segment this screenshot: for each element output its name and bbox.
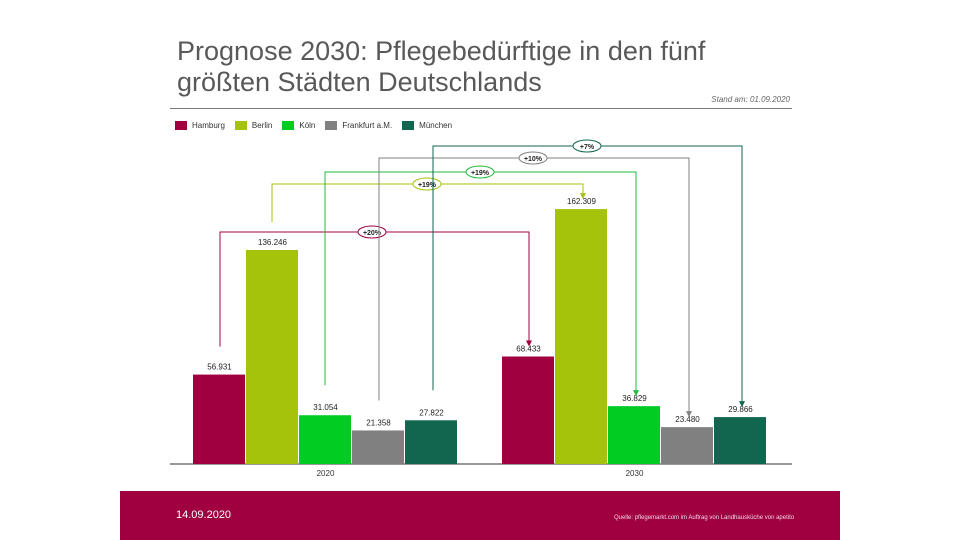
legend-label: München xyxy=(419,121,453,130)
legend-item: München xyxy=(402,121,452,130)
bar xyxy=(714,417,766,464)
legend-label: Köln xyxy=(299,121,316,130)
legend-swatch xyxy=(175,121,187,130)
x-tick-label: 2030 xyxy=(626,469,644,478)
bar xyxy=(405,420,457,464)
legend-label: Berlin xyxy=(251,121,273,130)
change-badge xyxy=(572,139,602,153)
change-label: +20% xyxy=(363,230,382,237)
arrowhead xyxy=(686,411,692,418)
change-label: +10% xyxy=(524,156,543,163)
data-label: 31.054 xyxy=(313,403,338,412)
data-label: 68.433 xyxy=(516,345,541,354)
footer: 14.09.2020 Quelle: pflegemarkt.com im Au… xyxy=(120,491,840,540)
footer-source: Quelle: pflegemarkt.com im Auftrag von L… xyxy=(614,515,795,521)
bar xyxy=(193,374,245,464)
bar xyxy=(352,430,404,464)
title-divider xyxy=(170,108,792,109)
change-badge xyxy=(412,177,442,191)
legend: Hamburg Berlin Köln Frankfurt a.M. München xyxy=(175,121,452,130)
legend-swatch xyxy=(402,121,415,130)
data-label: 21.358 xyxy=(366,418,391,427)
change-badge xyxy=(518,151,548,165)
legend-item: Frankfurt a.M. xyxy=(325,121,392,130)
footer-date: 14.09.2020 xyxy=(176,509,232,521)
legend-label: Frankfurt a.M. xyxy=(342,121,393,130)
data-label: 136.246 xyxy=(258,238,287,247)
bar xyxy=(555,209,607,464)
chart-subtitle: Stand am: 01.09.2020 xyxy=(711,95,790,104)
chart-title: Prognose 2030: Pflegebedürftige in den f… xyxy=(177,36,706,97)
change-label: +7% xyxy=(580,144,595,151)
arrowhead xyxy=(526,340,532,347)
change-label: +19% xyxy=(471,170,490,177)
arrowhead xyxy=(580,193,586,200)
change-badge xyxy=(465,165,495,179)
arrowhead xyxy=(739,401,745,408)
change-label: +19% xyxy=(418,182,437,189)
legend-label: Hamburg xyxy=(192,121,225,130)
data-label: 27.822 xyxy=(419,408,444,417)
x-tick-label: 2020 xyxy=(317,469,335,478)
bar xyxy=(246,250,298,464)
data-label: 29.866 xyxy=(728,405,753,414)
data-label: 56.931 xyxy=(207,363,232,372)
data-label: 23.480 xyxy=(675,415,700,424)
data-label: 36.829 xyxy=(622,394,647,403)
bar xyxy=(608,406,660,464)
data-label: 162.309 xyxy=(567,197,596,206)
bar xyxy=(502,356,554,464)
arrowhead xyxy=(633,390,639,397)
bar xyxy=(299,415,351,464)
legend-item: Berlin xyxy=(234,121,273,130)
legend-item: Hamburg xyxy=(175,121,225,130)
legend-swatch xyxy=(234,121,247,130)
bar xyxy=(661,427,713,464)
legend-swatch xyxy=(325,121,338,130)
legend-item: Köln xyxy=(282,121,315,130)
legend-swatch xyxy=(282,121,295,130)
